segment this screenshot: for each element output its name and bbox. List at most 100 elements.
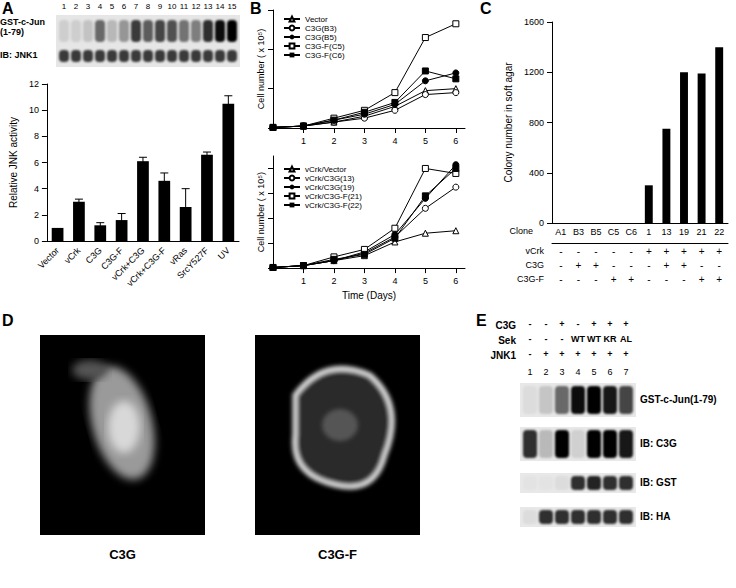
svg-text:vCrk: vCrk — [526, 246, 545, 256]
html-text:C: C — [480, 0, 492, 17]
svg-text:1200: 1200 — [524, 67, 544, 77]
html-text:A: A — [2, 0, 14, 17]
svg-text:vCrk/C3G(19): vCrk/C3G(19) — [305, 183, 355, 192]
svg-text:10: 10 — [29, 105, 39, 115]
svg-text:vCrk+C3G-F: vCrk+C3G-F — [125, 245, 168, 288]
svg-text:C3G(B5): C3G(B5) — [305, 33, 337, 42]
html-text:GST-c-Jun (1-79): GST-c-Jun (1-79) — [0, 17, 45, 37]
svg-text:-: - — [594, 246, 597, 257]
svg-text:C3G: C3G — [525, 260, 544, 270]
svg-text:Vector: Vector — [305, 15, 328, 24]
svg-text:Clone: Clone — [510, 226, 534, 236]
svg-text:+: + — [663, 260, 669, 271]
svg-text:5: 5 — [423, 276, 428, 286]
svg-text:vRas: vRas — [167, 245, 190, 267]
svg-text:Vector: Vector — [36, 245, 61, 270]
svg-text:800: 800 — [529, 118, 544, 128]
svg-text:+: + — [716, 274, 722, 285]
svg-text:+: + — [716, 246, 722, 257]
html-text:D: D — [2, 312, 14, 329]
svg-text:6: 6 — [453, 276, 458, 286]
svg-text:A1: A1 — [555, 227, 566, 237]
svg-text:0: 0 — [539, 218, 544, 228]
html-text:B: B — [250, 0, 262, 17]
svg-text:22: 22 — [714, 227, 724, 237]
svg-text:Relative JNK activity: Relative JNK activity — [8, 117, 19, 208]
svg-text:vCrk/C3G-F(22): vCrk/C3G-F(22) — [305, 201, 362, 210]
svg-text:UV: UV — [216, 245, 232, 261]
svg-text:-: - — [647, 274, 650, 285]
svg-text:+: + — [699, 274, 705, 285]
svg-text:C3G(B3): C3G(B3) — [305, 24, 337, 33]
svg-text:-: - — [647, 260, 650, 271]
svg-text:-: - — [577, 274, 580, 285]
svg-text:+: + — [646, 246, 652, 257]
svg-text:5: 5 — [423, 136, 428, 146]
svg-text:vCrk/C3G(13): vCrk/C3G(13) — [305, 174, 355, 183]
svg-text:C3G-F(C5): C3G-F(C5) — [305, 42, 345, 51]
svg-text:-: - — [630, 246, 633, 257]
svg-text:1: 1 — [646, 227, 651, 237]
svg-text:400: 400 — [529, 168, 544, 178]
svg-text:-: - — [612, 246, 615, 257]
svg-text:Colony number in soft agar: Colony number in soft agar — [503, 62, 514, 183]
svg-text:-: - — [718, 260, 721, 271]
svg-text:2: 2 — [331, 276, 336, 286]
svg-text:+: + — [628, 274, 634, 285]
svg-text:Cell number ( x 10⁵): Cell number ( x 10⁵) — [256, 172, 266, 252]
svg-text:C5: C5 — [608, 227, 620, 237]
svg-text:1600: 1600 — [524, 17, 544, 27]
svg-text:-: - — [665, 274, 668, 285]
svg-text:2: 2 — [331, 136, 336, 146]
svg-text:19: 19 — [679, 227, 689, 237]
svg-text:8: 8 — [34, 131, 39, 141]
svg-text:2: 2 — [34, 210, 39, 220]
html-text:C3G-F: C3G-F — [318, 547, 357, 562]
svg-text:B3: B3 — [573, 227, 584, 237]
svg-text:+: + — [681, 246, 687, 257]
svg-text:13: 13 — [661, 227, 671, 237]
svg-text:+: + — [575, 260, 581, 271]
svg-text:3: 3 — [362, 136, 367, 146]
svg-text:+: + — [681, 260, 687, 271]
svg-text:-: - — [630, 260, 633, 271]
svg-text:-: - — [559, 260, 562, 271]
svg-text:vCrk/Vector: vCrk/Vector — [305, 165, 347, 174]
svg-text:21: 21 — [697, 227, 707, 237]
svg-text:+: + — [699, 246, 705, 257]
svg-text:SrcY527F: SrcY527F — [175, 245, 211, 281]
svg-text:C3G: C3G — [83, 245, 104, 266]
html-text:E: E — [476, 312, 487, 329]
svg-text:-: - — [559, 246, 562, 257]
svg-text:-: - — [682, 274, 685, 285]
svg-text:+: + — [593, 260, 599, 271]
svg-text:B5: B5 — [590, 227, 601, 237]
svg-text:Time (Days): Time (Days) — [342, 290, 396, 301]
svg-text:+: + — [611, 274, 617, 285]
svg-text:+: + — [663, 246, 669, 257]
html-text:C3G: C3G — [109, 547, 136, 562]
html-text:C3G: C3G — [495, 320, 516, 331]
svg-text:6: 6 — [453, 136, 458, 146]
svg-text:4: 4 — [392, 136, 397, 146]
svg-text:vCrk: vCrk — [62, 245, 82, 265]
svg-text:C3G-F: C3G-F — [99, 245, 126, 272]
svg-text:4: 4 — [34, 184, 39, 194]
svg-text:-: - — [612, 260, 615, 271]
svg-text:Cell number ( x 10⁵): Cell number ( x 10⁵) — [256, 29, 266, 109]
svg-text:6: 6 — [34, 158, 39, 168]
svg-text:1: 1 — [301, 276, 306, 286]
svg-text:C3G-F: C3G-F — [517, 274, 545, 284]
svg-text:C6: C6 — [625, 227, 637, 237]
svg-text:1: 1 — [301, 136, 306, 146]
svg-text:-: - — [577, 246, 580, 257]
svg-text:-: - — [594, 274, 597, 285]
svg-text:vCrk/C3G-F(21): vCrk/C3G-F(21) — [305, 192, 362, 201]
svg-text:C3G-F(C6): C3G-F(C6) — [305, 51, 345, 60]
svg-text:4: 4 — [392, 276, 397, 286]
svg-text:-: - — [559, 274, 562, 285]
svg-text:0: 0 — [34, 236, 39, 246]
svg-text:12: 12 — [29, 79, 39, 89]
svg-text:-: - — [700, 260, 703, 271]
svg-text:3: 3 — [362, 276, 367, 286]
